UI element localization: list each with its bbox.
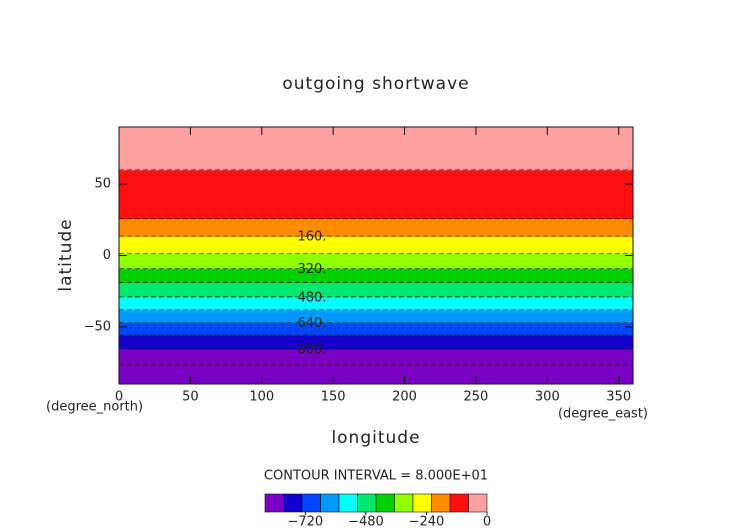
contour-band [119,296,633,299]
contour-band [119,184,633,199]
y-tick-label: −50 [84,319,111,334]
y-unit: (degree_north) [46,400,143,415]
contour-band [119,312,633,323]
colorbar-box [338,493,358,513]
contour-label: 800. [298,343,327,358]
x-tick-label: 250 [464,390,489,405]
x-tick-label: 0 [115,390,123,405]
colorbar-box [431,493,451,513]
contour-band [119,364,633,371]
contour-band [119,298,633,311]
x-axis-label: longitude [331,428,420,448]
contour-band [119,169,633,185]
contour-band [119,309,633,314]
contour-label: 480. [298,290,327,305]
contour-note: CONTOUR INTERVAL = 8.000E+01 [264,469,488,484]
colorbar-box [320,493,340,513]
colorbar-box [283,493,303,513]
colorbar-box [394,493,414,513]
contour-band [119,141,633,157]
colorbar-box [264,493,284,513]
contour-band [119,322,633,328]
y-axis-label: latitude [56,218,76,291]
x-unit: (degree_east) [558,407,648,422]
contour-band [119,253,633,256]
contour-label: 320. [298,262,327,277]
y-tick-label: 0 [103,248,111,263]
colorbar-tick-label: −240 [409,515,445,530]
contour-band [119,212,633,220]
x-tick-label: 150 [321,390,346,405]
contour-band [119,226,633,237]
contour-label: 160. [298,230,327,245]
colorbar-box [449,493,469,513]
x-tick-label: 300 [535,390,560,405]
colorbar-tick-label: −480 [348,515,384,530]
contour-band [119,241,633,254]
contour-label: 640. [298,316,327,331]
colorbar-box [375,493,395,513]
x-tick-label: 350 [606,390,631,405]
contour-band [119,349,633,356]
contour-band [119,282,633,285]
x-tick-label: 200 [392,390,417,405]
contour-band [119,268,633,271]
contour-band [119,355,633,366]
colorbar-box [412,493,432,513]
contour-band [119,255,633,269]
contour-band [119,369,633,385]
x-tick-label: 50 [182,390,199,405]
contour-band [119,198,633,214]
colorbar-tick-label: 0 [483,515,491,530]
colorbar-box [468,493,488,513]
contour-band [119,326,633,336]
contour-band [119,236,633,242]
y-tick-label: 50 [94,177,111,192]
colorbar-tick-label: −720 [288,515,324,530]
contour-band [119,284,633,298]
colorbar-box [301,493,321,513]
contour-band [119,269,633,284]
contour-band [119,127,633,142]
contour-band [119,218,633,228]
chart-title: outgoing shortwave [282,74,469,94]
colorbar-box [357,493,377,513]
contour-band [119,155,633,171]
contour-band [119,341,633,350]
contour-band [119,334,633,342]
x-tick-label: 100 [249,390,274,405]
